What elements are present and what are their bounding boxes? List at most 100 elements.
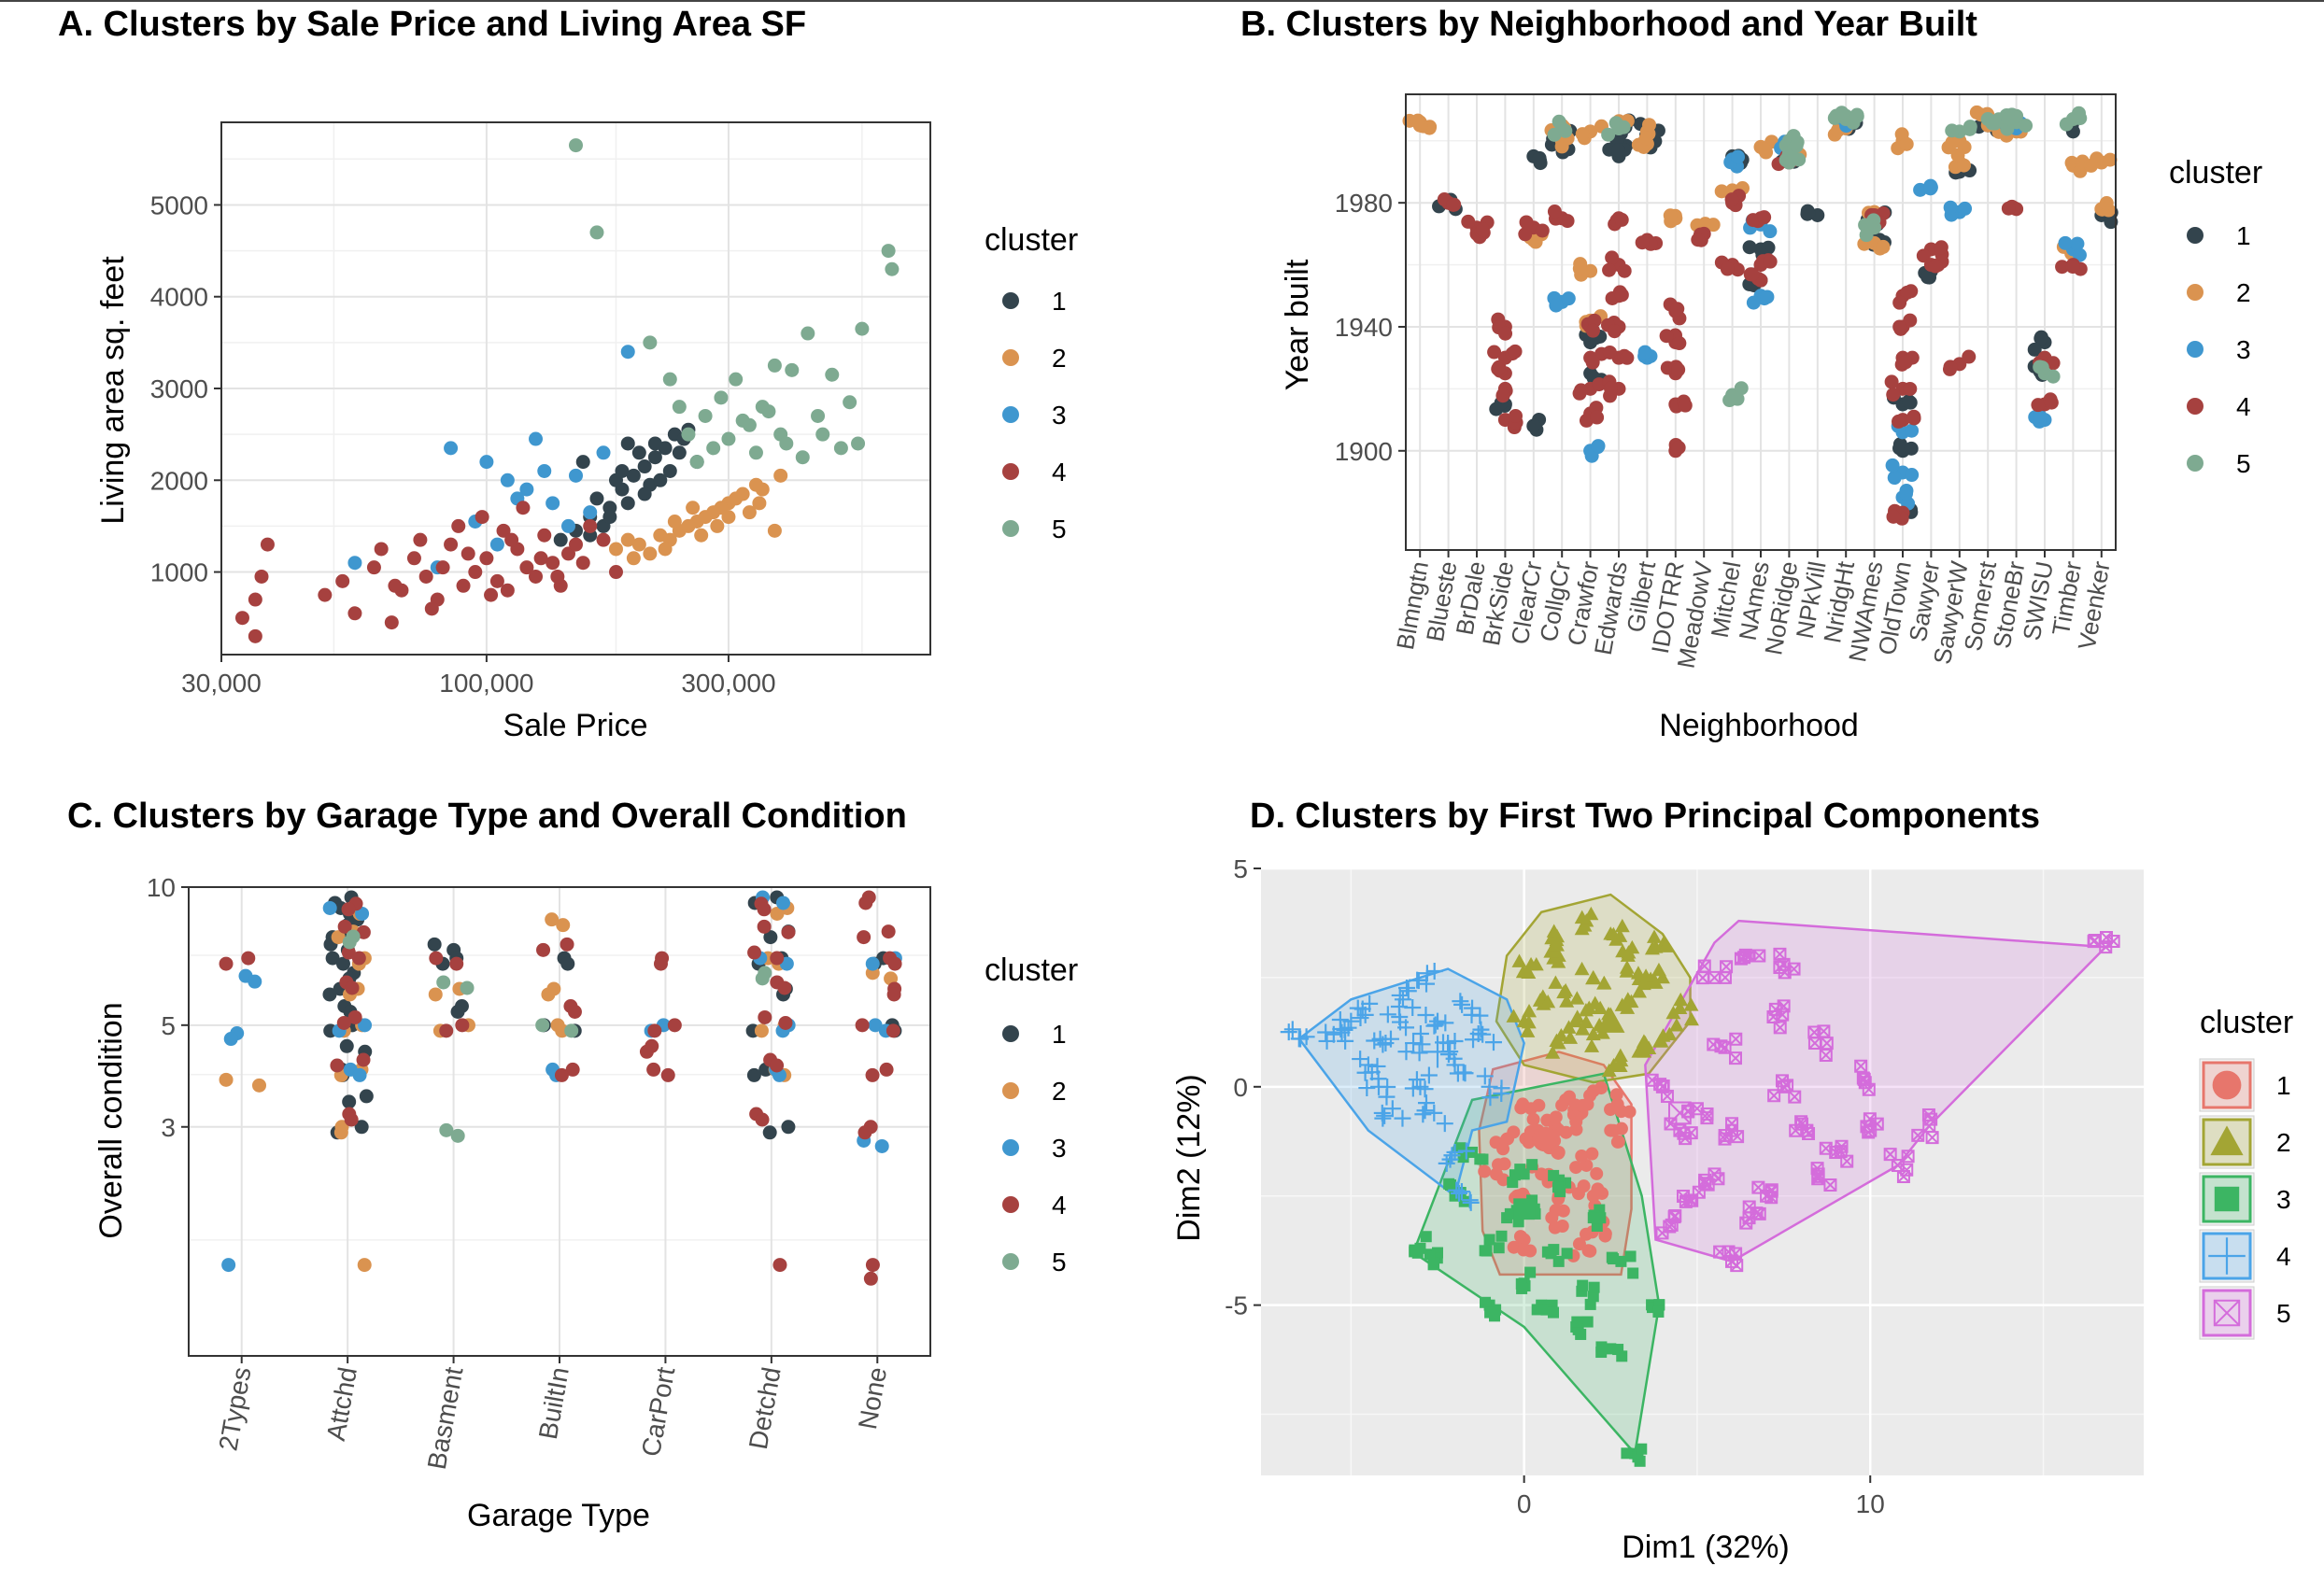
- legend-key: [1002, 1025, 1019, 1042]
- data-point: [1549, 938, 1565, 952]
- panel-c-title: C. Clusters by Garage Type and Overall C…: [67, 797, 907, 836]
- y-tick-label: 5000: [150, 190, 208, 219]
- data-point: [489, 537, 504, 552]
- data-point: [1410, 113, 1425, 128]
- data-point: [1478, 1164, 1492, 1178]
- data-point: [337, 919, 352, 934]
- data-point: [1885, 458, 1900, 473]
- data-point: [1531, 1304, 1543, 1316]
- y-tick-label: 3000: [150, 374, 208, 403]
- data-point: [1545, 1045, 1561, 1059]
- data-point: [1483, 1234, 1495, 1246]
- data-point: [2100, 930, 2113, 944]
- panel-c: C. Clusters by Garage Type and Overall C…: [67, 797, 1078, 1533]
- data-point: [1569, 1009, 1585, 1023]
- data-point: [639, 1044, 654, 1059]
- data-point: [596, 445, 611, 460]
- data-point: [347, 556, 362, 571]
- data-point: [653, 956, 668, 971]
- data-point: [1635, 235, 1650, 250]
- data-point: [1535, 223, 1550, 238]
- data-point: [1884, 374, 1899, 389]
- data-point: [325, 951, 340, 966]
- data-point: [1506, 1009, 1522, 1023]
- data-point: [1920, 270, 1935, 285]
- data-point: [2019, 119, 2034, 134]
- data-point: [851, 436, 866, 451]
- data-point: [1602, 262, 1617, 277]
- data-point: [1528, 957, 1544, 971]
- data-point: [384, 615, 399, 630]
- data-point: [1903, 381, 1918, 396]
- data-point: [1706, 218, 1721, 233]
- data-point: [1358, 1079, 1376, 1097]
- data-point: [248, 592, 262, 607]
- data-point: [1585, 323, 1600, 338]
- data-point: [1665, 1218, 1679, 1232]
- data-point: [1607, 324, 1622, 339]
- data-point: [1883, 1148, 1897, 1162]
- data-point: [1614, 1105, 1628, 1119]
- panel-a-legend: cluster 1 2 3 4 5: [985, 222, 1078, 543]
- data-point: [1409, 971, 1426, 989]
- data-point: [1725, 1117, 1739, 1131]
- data-point: [569, 537, 583, 552]
- data-point: [1457, 1142, 1475, 1160]
- data-point: [221, 1258, 236, 1273]
- data-point: [1404, 1079, 1422, 1097]
- data-point: [341, 902, 356, 917]
- data-point: [569, 138, 583, 153]
- data-point: [219, 956, 234, 971]
- data-point: [1598, 1229, 1612, 1243]
- data-point: [1892, 319, 1907, 334]
- data-point: [388, 578, 403, 593]
- data-point: [2055, 260, 2070, 275]
- data-point: [758, 1009, 772, 1024]
- data-point: [1742, 240, 1757, 255]
- data-point: [714, 390, 729, 405]
- data-point: [1752, 949, 1766, 963]
- data-point: [1595, 1347, 1608, 1359]
- data-point: [461, 546, 475, 561]
- data-point: [1516, 1097, 1530, 1111]
- data-point: [1691, 233, 1706, 247]
- data-point: [1854, 1059, 1868, 1073]
- data-point: [1945, 123, 1960, 138]
- data-point: [843, 395, 857, 410]
- data-point: [1353, 1000, 1371, 1018]
- data-point: [662, 463, 677, 478]
- data-point: [757, 902, 772, 917]
- data-point: [2084, 158, 2099, 173]
- legend-label: 2: [1052, 1077, 1067, 1106]
- data-point: [1540, 994, 1556, 1009]
- x-tick-label: CarPort: [636, 1364, 680, 1459]
- legend-key: [1002, 1139, 1019, 1156]
- data-point: [748, 445, 763, 460]
- legend-label: 3: [2236, 335, 2251, 364]
- data-point: [330, 1058, 345, 1073]
- cluster-hull: [1495, 893, 1692, 1084]
- data-point: [569, 468, 583, 483]
- data-point: [748, 477, 763, 492]
- data-point: [1751, 1180, 1765, 1194]
- data-point: [1601, 1063, 1617, 1078]
- data-point: [1614, 288, 1629, 303]
- data-point: [1730, 1259, 1744, 1273]
- y-tick-label: 3: [161, 1113, 176, 1142]
- panel-d-ylabel: Dim2 (12%): [1171, 1074, 1207, 1241]
- panel-d-title: D. Clusters by First Two Principal Compo…: [1250, 797, 2040, 836]
- data-point: [1676, 1190, 1690, 1204]
- data-point: [1789, 138, 1804, 153]
- data-point: [747, 945, 762, 960]
- data-point: [1394, 991, 1411, 1009]
- data-point: [1697, 959, 1711, 973]
- panel-d-xlabel: Dim1 (32%): [1622, 1530, 1789, 1565]
- data-point: [347, 1009, 362, 1024]
- data-point: [855, 321, 870, 336]
- data-point: [1652, 1034, 1668, 1048]
- data-point: [322, 900, 337, 915]
- data-point: [1840, 1154, 1854, 1168]
- data-point: [251, 1078, 266, 1093]
- data-point: [855, 1018, 870, 1033]
- legend-key: [2187, 227, 2204, 244]
